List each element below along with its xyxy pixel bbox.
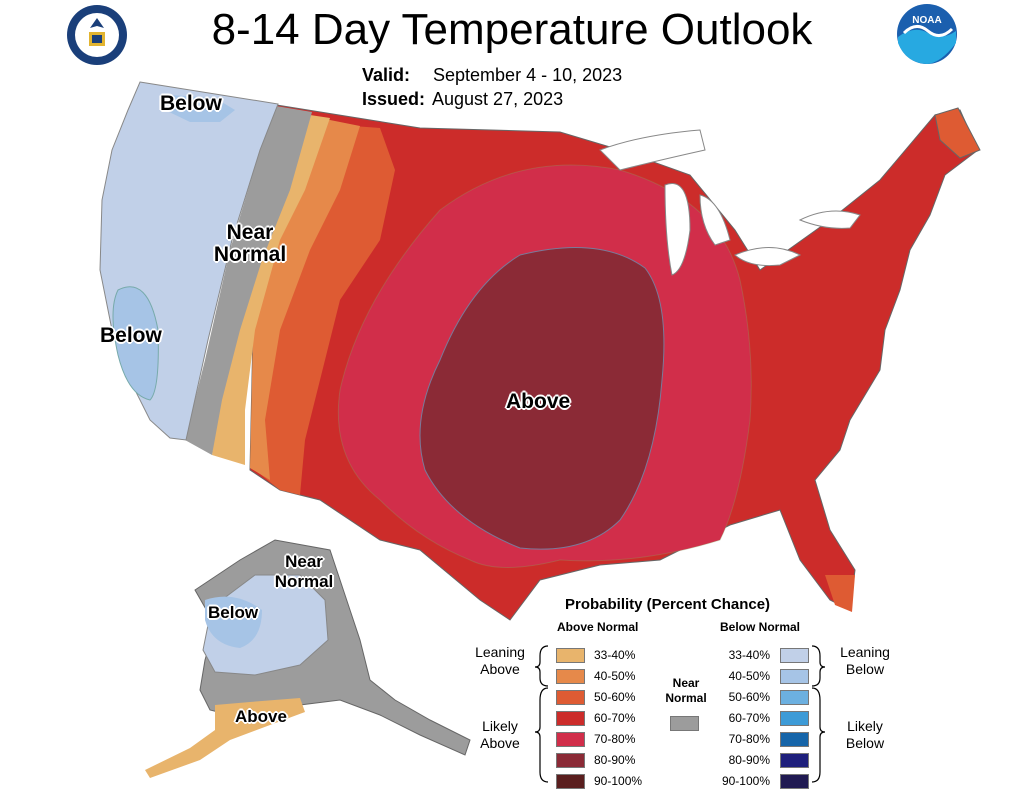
legend-above-label: 80-90%: [594, 753, 636, 767]
commerce-seal-logo: [67, 5, 127, 65]
region-alaska-above-33-40: [145, 698, 305, 778]
legend-below-label: 33-40%: [728, 648, 770, 662]
legend-below-label: 90-100%: [721, 774, 770, 788]
noaa-logo: NOAA: [897, 4, 957, 64]
label-ak-below: Below: [208, 603, 259, 622]
label-ak-above: Above: [235, 707, 287, 726]
region-near-normal: [185, 106, 312, 455]
valid-value: September 4 - 10, 2023: [433, 65, 623, 85]
label-ak-near-normal: Near Normal: [274, 552, 334, 591]
legend-likely-below: Likely Below: [845, 718, 885, 751]
legend-above-swatch: [556, 711, 585, 726]
legend-below-label: 40-50%: [728, 669, 770, 683]
region-below-40-50-ca: [112, 286, 159, 401]
legend-above-label: 50-60%: [594, 690, 636, 704]
svg-text:NOAA: NOAA: [912, 15, 941, 26]
label-near-normal: Near Normal: [213, 221, 287, 266]
legend-above-label: 40-50%: [594, 669, 636, 683]
legend-above-swatch: [556, 690, 585, 705]
legend-below-swatch: [780, 669, 809, 684]
legend-near-normal-swatch: [670, 716, 699, 731]
legend-below-swatch: [780, 690, 809, 705]
legend-leaning-below: Leaning Below: [840, 644, 890, 677]
page-title: 8-14 Day Temperature Outlook: [211, 5, 813, 54]
legend-above-swatch: [556, 774, 585, 789]
legend-below-swatch: [780, 774, 809, 789]
legend-above-label: 70-80%: [594, 732, 636, 746]
legend-above-swatch: [556, 753, 585, 768]
legend-near-normal-label: Near Normal: [665, 676, 707, 705]
issued-value: August 27, 2023: [432, 89, 564, 109]
region-above-33-40-west: [212, 110, 330, 465]
region-alaska-below-40-50: [205, 596, 262, 648]
region-below-40-50-nw: [165, 95, 235, 122]
legend-above-label: 60-70%: [594, 711, 636, 725]
legend-above-header: Above Normal: [557, 620, 639, 634]
legend-below-label: 80-90%: [728, 753, 770, 767]
issued-line: Issued: August 27, 2023: [362, 88, 563, 110]
issued-label: Issued:: [362, 89, 426, 109]
region-above-80-90: [419, 247, 665, 550]
legend-below-label: 60-70%: [728, 711, 770, 725]
legend-above-label: 90-100%: [594, 774, 643, 788]
legend-above-swatch: [556, 669, 585, 684]
legend-above-label: 33-40%: [594, 648, 636, 662]
great-lakes: [599, 129, 861, 276]
legend-below-swatch: [780, 711, 809, 726]
label-central-above: Above: [506, 390, 571, 413]
legend-below-swatch: [780, 753, 809, 768]
legend-below-header: Below Normal: [720, 620, 801, 634]
valid-label: Valid:: [362, 65, 411, 85]
label-nw-below: Below: [160, 92, 222, 115]
legend-title: Probability (Percent Chance): [565, 596, 771, 613]
legend-below-swatch: [780, 732, 809, 747]
legend-below-swatch: [780, 648, 809, 663]
legend-below-label: 50-60%: [728, 690, 770, 704]
valid-line: Valid: September 4 - 10, 2023: [362, 64, 622, 86]
legend-above-swatch: [556, 648, 585, 663]
legend-leaning-above: Leaning Above: [475, 644, 525, 677]
region-maine-50-60: [934, 107, 981, 159]
legend-above-swatch: [556, 732, 585, 747]
label-ca-below: Below: [100, 324, 162, 347]
legend-likely-above: Likely Above: [480, 718, 520, 751]
region-florida-50-60: [825, 575, 855, 612]
legend-below-label: 70-80%: [728, 732, 770, 746]
